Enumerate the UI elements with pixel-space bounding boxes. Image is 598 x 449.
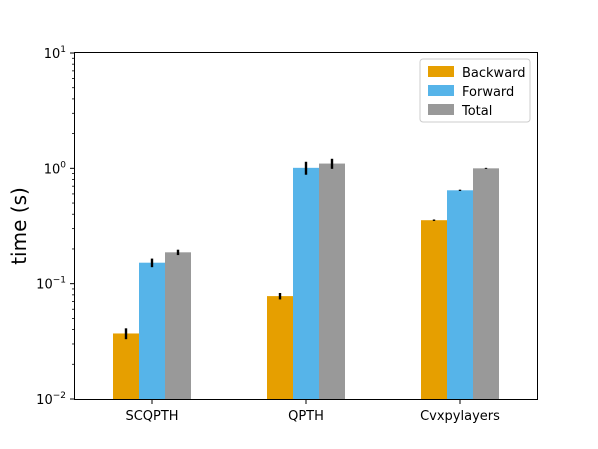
- y-tick-label: 10−2: [36, 391, 66, 408]
- y-tick-base: 10: [44, 162, 61, 177]
- x-tick-label: QPTH: [288, 409, 324, 424]
- y-axis-label: time (s): [7, 187, 31, 265]
- y-tick-exponent: −1: [53, 276, 66, 286]
- y-tick-base: 10: [44, 47, 61, 62]
- legend-label-backward: Backward: [462, 66, 526, 81]
- legend: Backward Forward Total: [419, 58, 531, 123]
- legend-swatch-total: [428, 104, 454, 115]
- x-tick-label: SCQPTH: [125, 409, 178, 424]
- y-tick-exponent: −2: [53, 391, 66, 401]
- bar-total-cvxpylayers: [473, 168, 499, 399]
- bar-forward-qpth: [293, 167, 319, 399]
- y-tick-base: 10: [36, 393, 53, 408]
- legend-label-total: Total: [461, 104, 492, 119]
- x-axis: SCQPTH QPTH Cvxpylayers: [125, 399, 500, 424]
- y-tick-label: 100: [44, 160, 67, 177]
- error-bars-layer: [124, 158, 488, 340]
- y-tick-label: 101: [44, 45, 66, 62]
- bar-forward-cvxpylayers: [447, 190, 473, 399]
- y-tick-label: 10−1: [36, 276, 66, 293]
- y-tick-exponent: 0: [60, 160, 66, 170]
- bar-total-scqpth: [165, 252, 191, 399]
- bar-backward-scqpth: [113, 333, 139, 399]
- bars-layer: [113, 163, 499, 399]
- bar-total-qpth: [319, 163, 345, 399]
- bar-forward-scqpth: [139, 262, 165, 399]
- bar-backward-qpth: [267, 296, 293, 399]
- legend-swatch-backward: [428, 66, 454, 77]
- y-tick-exponent: 1: [60, 45, 66, 55]
- bar-backward-cvxpylayers: [421, 220, 447, 399]
- legend-swatch-forward: [428, 85, 454, 96]
- y-tick-base: 10: [36, 278, 53, 293]
- x-tick-label: Cvxpylayers: [420, 409, 500, 424]
- legend-label-forward: Forward: [462, 85, 514, 100]
